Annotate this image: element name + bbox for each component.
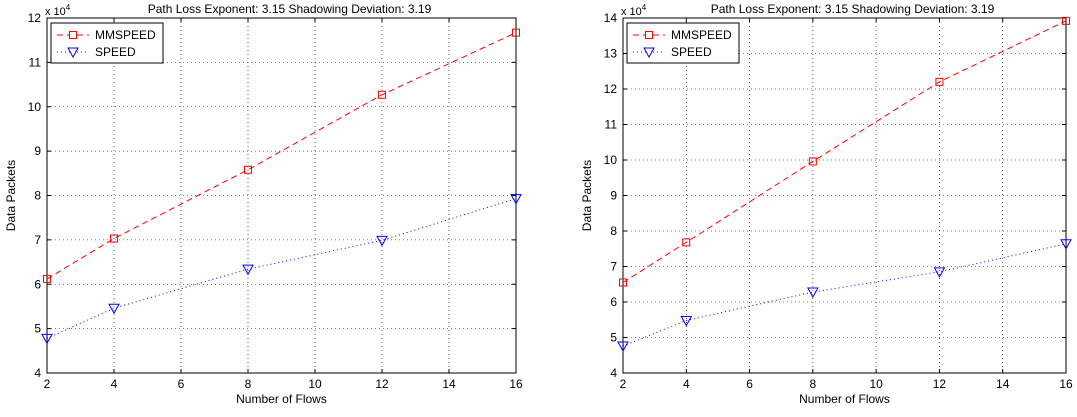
data-point-speed bbox=[1060, 239, 1072, 250]
data-point-mmspeed bbox=[808, 157, 817, 166]
x-axis-label: Number of Flows bbox=[799, 392, 890, 406]
y-tick-label: 11 bbox=[605, 118, 618, 132]
data-point-speed bbox=[242, 264, 254, 276]
y-tick-label: 11 bbox=[29, 55, 42, 69]
chart-right-container: 2 4 6 8 10 12 14 16 4 5 6 7 8 9 10 11 12 13 14 x 104 Path Lo… bbox=[538, 0, 1077, 417]
x-tick-label: 4 bbox=[111, 377, 118, 391]
y-tick-label: 10 bbox=[28, 100, 42, 114]
data-point-mmspeed bbox=[935, 77, 944, 86]
data-point-mmspeed bbox=[43, 274, 51, 283]
y-exponent-power: 4 bbox=[66, 3, 71, 12]
x-tick-label: 2 bbox=[620, 377, 627, 391]
y-tick-label: 12 bbox=[604, 82, 618, 96]
legend-label-mmspeed: MMSPEED bbox=[95, 28, 156, 42]
data-point-speed bbox=[680, 315, 693, 327]
y-exponent-power: 4 bbox=[642, 3, 647, 12]
y-tick-label: 10 bbox=[604, 153, 618, 167]
data-point-mmspeed bbox=[110, 234, 118, 243]
x-tick-label: 8 bbox=[245, 377, 252, 391]
x-tick-label: 14 bbox=[442, 377, 456, 391]
y-tick-label: 6 bbox=[34, 277, 41, 291]
chart-title: Path Loss Exponent: 3.15 Shadowing Devia… bbox=[711, 2, 995, 16]
y-tick-label: 13 bbox=[604, 47, 618, 61]
data-point-mmspeed bbox=[378, 90, 386, 99]
legend-box bbox=[626, 22, 740, 64]
data-point-mmspeed bbox=[1062, 16, 1070, 25]
y-tick-label: 5 bbox=[610, 331, 617, 345]
x-tick-label: 12 bbox=[933, 377, 947, 391]
x-tick-label: 10 bbox=[308, 377, 322, 391]
y-tick-label: 7 bbox=[610, 260, 617, 274]
series-line-mmspeed bbox=[622, 20, 1067, 283]
legend-label-mmspeed: MMSPEED bbox=[671, 28, 732, 42]
y-exponent-label: x 104 bbox=[621, 3, 647, 18]
data-point-mmspeed bbox=[682, 238, 691, 247]
y-tick-label: 4 bbox=[610, 366, 617, 380]
y-exponent-label: x 104 bbox=[45, 3, 71, 18]
data-point-speed bbox=[41, 333, 53, 345]
y-tick-label: 12 bbox=[28, 11, 42, 25]
legend-marker-speed bbox=[67, 47, 79, 59]
data-point-speed bbox=[510, 194, 522, 205]
y-tick-label: 9 bbox=[34, 144, 41, 158]
data-point-speed bbox=[933, 267, 946, 278]
y-tick-label: 8 bbox=[34, 189, 41, 203]
y-tick-label: 4 bbox=[34, 366, 41, 380]
y-tick-label: 9 bbox=[610, 189, 617, 203]
data-point-speed bbox=[807, 287, 819, 299]
legend-marker-mmspeed bbox=[69, 31, 77, 39]
x-tick-label: 14 bbox=[996, 377, 1010, 391]
y-tick-label: 5 bbox=[34, 322, 41, 336]
plot-area bbox=[623, 18, 1066, 373]
series-line-mmspeed bbox=[46, 32, 517, 280]
legend-marker-mmspeed bbox=[645, 31, 653, 39]
y-axis-label: Data Packets bbox=[580, 160, 594, 231]
data-point-speed bbox=[108, 303, 120, 315]
chart-left-container: 2 4 6 8 10 12 14 16 4 5 6 7 8 9 10 11 12 x 104 Path Loss E… bbox=[0, 0, 538, 417]
x-tick-label: 6 bbox=[746, 377, 753, 391]
x-tick-label: 8 bbox=[810, 377, 817, 391]
x-tick-label: 2 bbox=[44, 377, 51, 391]
data-point-mmspeed bbox=[619, 278, 627, 287]
plot-area bbox=[47, 18, 516, 373]
y-tick-label: 14 bbox=[604, 11, 618, 25]
legend-marker-speed bbox=[643, 47, 655, 59]
data-point-mmspeed bbox=[512, 28, 520, 37]
data-point-speed bbox=[617, 341, 629, 353]
x-tick-label: 4 bbox=[683, 377, 690, 391]
series-line-speed bbox=[46, 198, 517, 339]
chart-title: Path Loss Exponent: 3.15 Shadowing Devia… bbox=[148, 2, 432, 16]
x-tick-label: 16 bbox=[509, 377, 523, 391]
legend-label-speed: SPEED bbox=[95, 45, 136, 59]
x-axis-label: Number of Flows bbox=[236, 392, 327, 406]
legend-label-speed: SPEED bbox=[671, 45, 712, 59]
data-point-speed bbox=[376, 235, 388, 247]
y-tick-label: 8 bbox=[610, 224, 617, 238]
y-tick-label: 6 bbox=[610, 295, 617, 309]
x-tick-label: 6 bbox=[178, 377, 185, 391]
data-point-mmspeed bbox=[244, 165, 252, 174]
x-tick-label: 10 bbox=[869, 377, 883, 391]
x-tick-label: 12 bbox=[375, 377, 389, 391]
x-tick-label: 16 bbox=[1059, 377, 1073, 391]
legend-box bbox=[50, 22, 164, 64]
y-tick-label: 7 bbox=[34, 233, 41, 247]
y-axis-label: Data Packets bbox=[4, 160, 18, 231]
